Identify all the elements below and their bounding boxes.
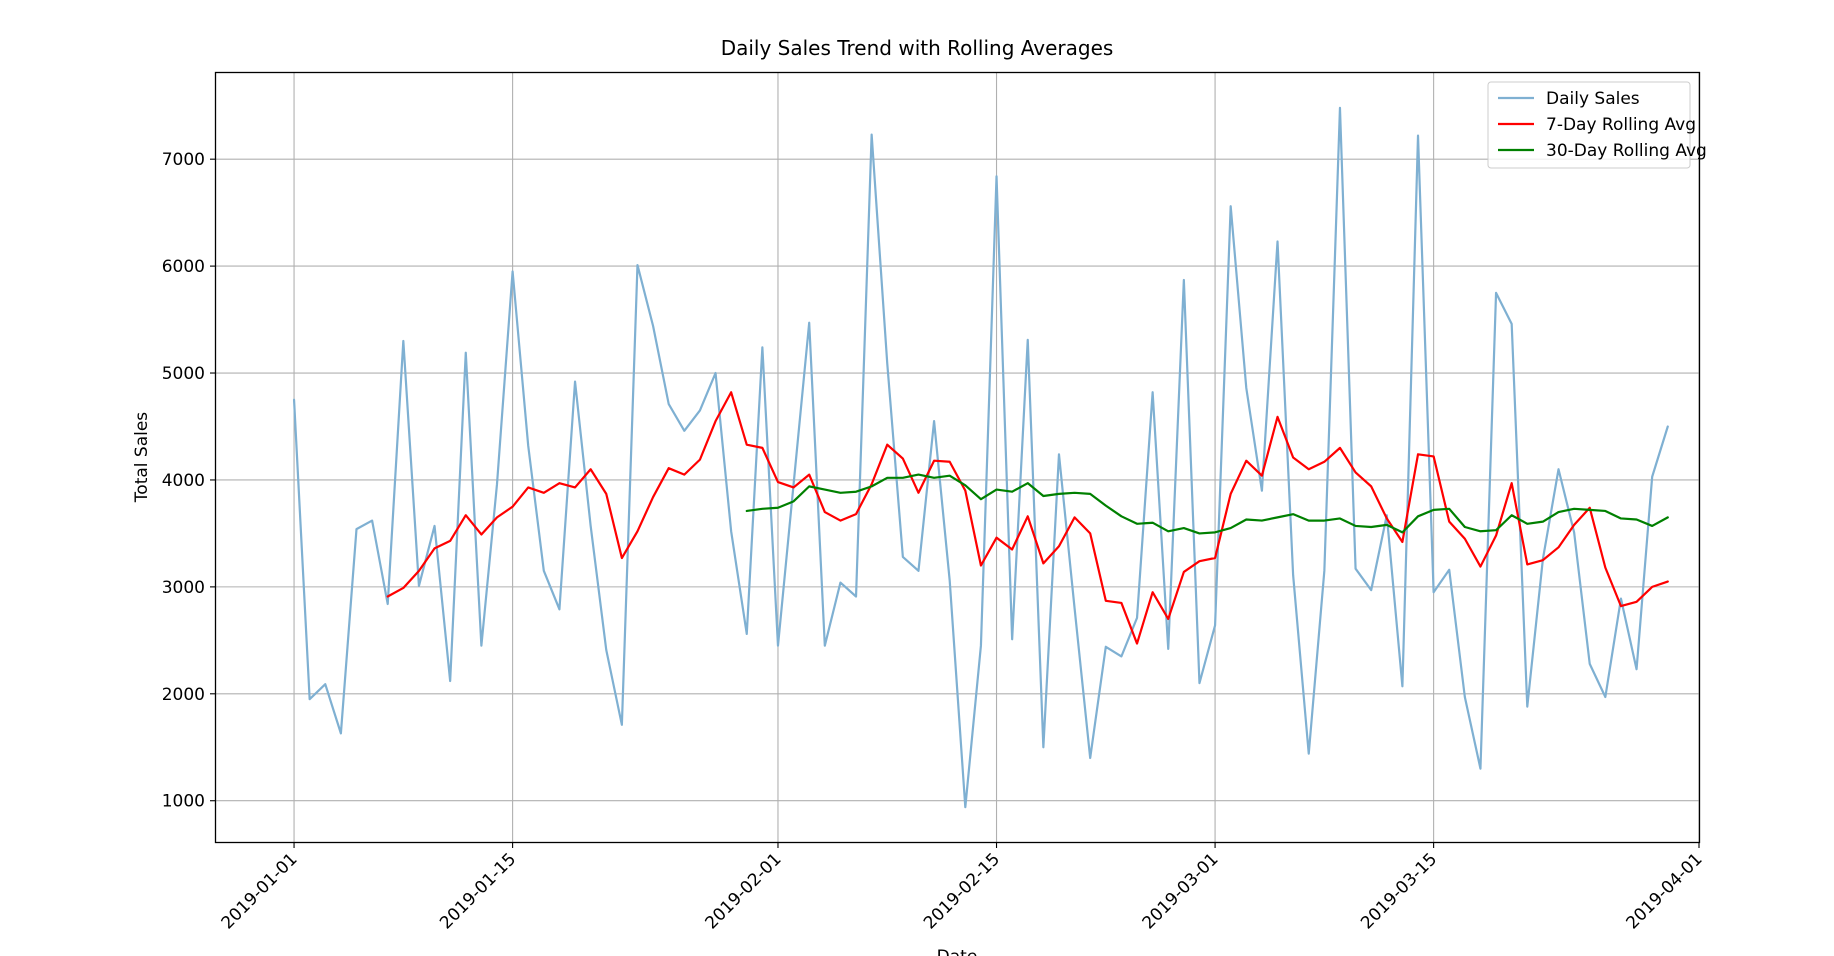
x-tick-label: 2019-01-15: [436, 849, 520, 933]
grid-lines: [216, 73, 1700, 842]
x-tick-label: 2019-02-01: [702, 849, 786, 933]
y-tick-label: 3000: [162, 578, 205, 598]
y-axis-label: Total Sales: [132, 412, 152, 503]
series-line-2: [386, 391, 1669, 645]
x-axis: 2019-01-01 2019-01-15 2019-02-01 2019-02-15…: [218, 842, 1707, 933]
x-tick-label: 2019-03-01: [1139, 849, 1223, 933]
legend-label: 7-Day Rolling Avg: [1546, 115, 1696, 135]
y-tick-label: 1000: [162, 792, 205, 812]
x-tick-label: 2019-02-15: [920, 849, 1004, 933]
legend-box: [1487, 81, 1691, 169]
y-tick-label: 6000: [162, 257, 205, 277]
series-layer: [292, 106, 1669, 809]
y-tick-label: 2000: [162, 685, 205, 705]
x-tick-label: 2019-03-15: [1357, 849, 1441, 933]
x-axis-label: Date: [937, 947, 978, 956]
legend: Daily Sales 7-Day Rolling Avg 30-Day Rolli…: [1487, 81, 1707, 169]
y-tick-label: 7000: [162, 150, 205, 170]
y-tick-label: 4000: [162, 471, 205, 491]
chart-title: Daily Sales Trend with Rolling Averages: [721, 36, 1114, 60]
y-axis: 1000 2000 3000 4000 5000 6000 7000: [162, 150, 216, 812]
legend-label: Daily Sales: [1546, 89, 1640, 109]
x-tick-label: 2019-01-01: [218, 849, 302, 933]
series-line-3: [745, 473, 1669, 535]
plot-frame: [214, 71, 1701, 844]
series-line-1: [292, 106, 1669, 809]
x-tick-label: 2019-04-01: [1623, 849, 1707, 933]
y-tick-label: 5000: [162, 364, 205, 384]
legend-label: 30-Day Rolling Avg: [1546, 141, 1707, 161]
